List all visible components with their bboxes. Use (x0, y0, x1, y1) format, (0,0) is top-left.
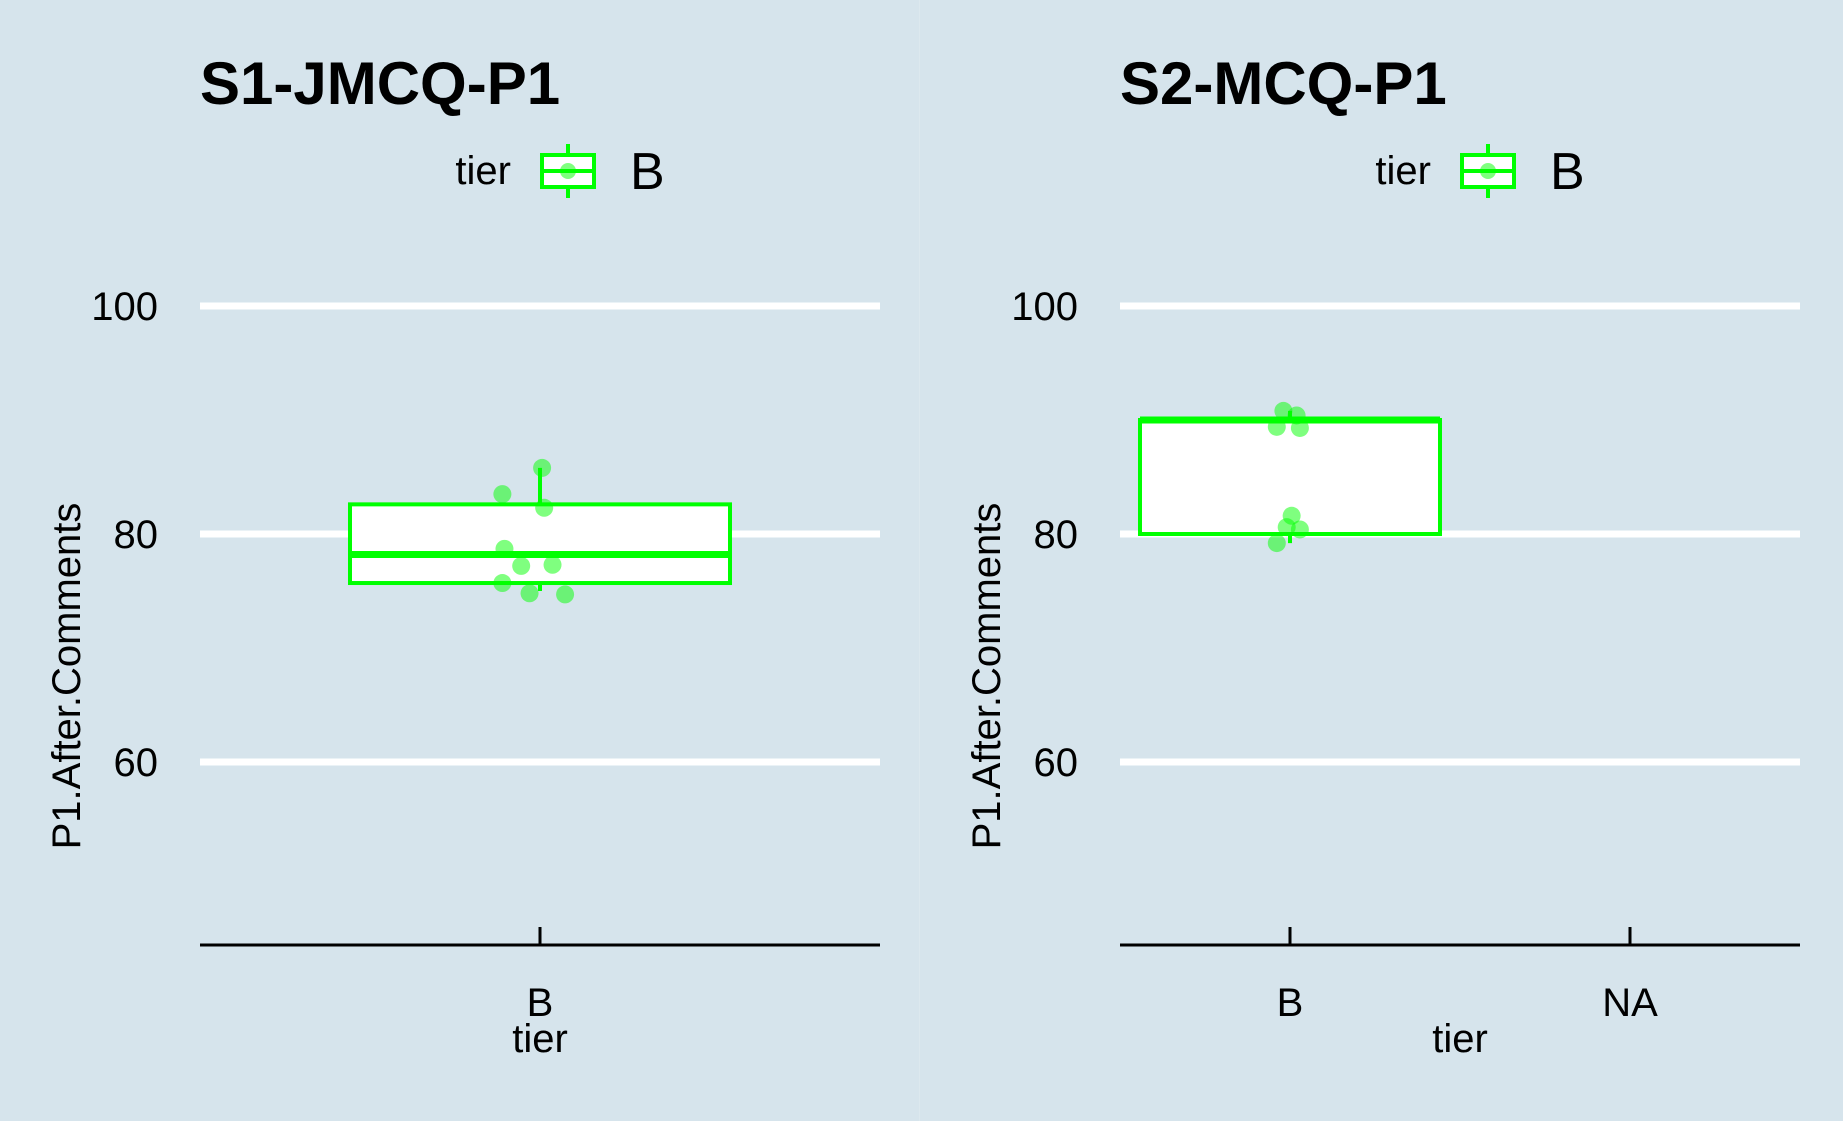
y-tick-label: 60 (1034, 741, 1079, 785)
data-point (1290, 520, 1309, 539)
y-tick-label: 80 (1034, 513, 1079, 557)
data-point (543, 555, 562, 574)
data-point (535, 498, 554, 517)
chart-title: S1-JMCQ-P1 (200, 50, 560, 117)
legend-title: tier (455, 149, 511, 193)
data-point (495, 539, 514, 558)
chart-panel-s2: S2-MCQ-P1 tier B 60 80 100 B NA tier P1.After.Com… (920, 0, 1843, 1121)
x-axis-title: tier (512, 1017, 568, 1061)
x-tick-label: B (527, 981, 554, 1025)
data-point (533, 458, 552, 477)
x-tick-label: B (1277, 981, 1304, 1025)
panel-divider (919, 0, 920, 1121)
data-point (556, 585, 575, 604)
legend-key-point (1480, 163, 1496, 179)
legend-title: tier (1375, 149, 1431, 193)
y-axis-title: P1.After.Comments (45, 503, 89, 850)
y-tick-label: 80 (114, 513, 159, 557)
legend-entry-label: B (630, 143, 665, 201)
data-point (1267, 417, 1286, 436)
data-point (512, 556, 531, 575)
x-axis-title: tier (1432, 1017, 1488, 1061)
box-iqr (348, 502, 732, 586)
y-axis-title: P1.After.Comments (965, 503, 1009, 850)
data-point (1267, 534, 1286, 553)
data-point (520, 584, 539, 603)
chart-s2-svg: S2-MCQ-P1 tier B 60 80 100 B NA tier P1.After.Com… (965, 50, 1800, 1061)
legend-key-point (560, 163, 576, 179)
y-tick-label: 100 (91, 285, 158, 329)
data-point (493, 485, 512, 504)
data-point (1290, 418, 1309, 437)
data-point (493, 574, 512, 593)
legend-entry-label: B (1550, 143, 1585, 201)
y-tick-label: 60 (114, 741, 159, 785)
chart-title: S2-MCQ-P1 (1120, 50, 1447, 117)
y-tick-label: 100 (1011, 285, 1078, 329)
x-tick-label: NA (1602, 981, 1658, 1025)
